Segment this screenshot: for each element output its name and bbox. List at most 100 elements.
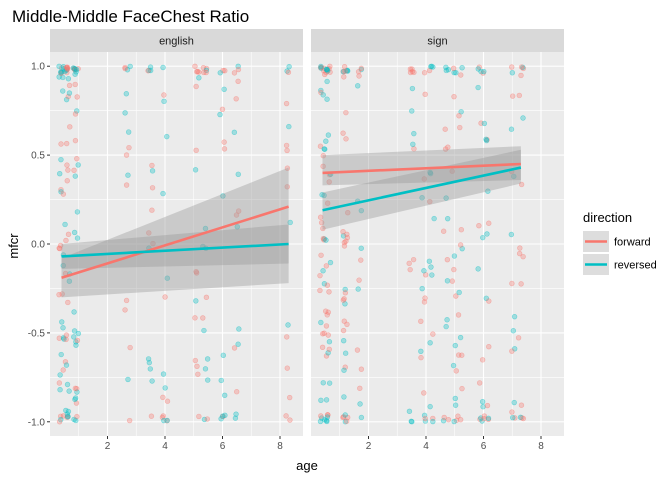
point-forward <box>285 69 292 76</box>
point-reversed <box>443 67 450 74</box>
point-reversed <box>342 412 348 418</box>
point-reversed <box>324 78 330 85</box>
point-forward <box>459 385 465 392</box>
point-reversed <box>451 253 458 259</box>
point-reversed <box>327 259 334 266</box>
point-reversed <box>421 412 428 419</box>
point-forward <box>509 64 515 70</box>
point-forward <box>148 413 155 419</box>
trend-line-reversed <box>61 242 289 258</box>
point-reversed <box>63 67 69 74</box>
point-reversed <box>74 209 81 215</box>
facet-panel-english: english <box>50 29 303 436</box>
point-forward <box>74 337 81 344</box>
point-reversed <box>201 327 207 334</box>
point-forward <box>430 331 436 337</box>
point-forward <box>65 167 71 173</box>
point-forward <box>193 268 199 275</box>
point-reversed <box>427 403 433 410</box>
point-reversed <box>59 319 65 325</box>
point-reversed <box>286 63 292 70</box>
point-forward <box>344 321 350 328</box>
point-forward <box>64 64 71 71</box>
point-reversed <box>479 398 486 405</box>
point-forward <box>512 415 518 421</box>
point-forward <box>418 318 424 324</box>
point-forward <box>326 179 332 185</box>
point-forward <box>56 335 63 341</box>
point-forward <box>341 296 347 302</box>
point-forward <box>458 227 465 233</box>
point-reversed <box>320 268 326 274</box>
point-reversed <box>61 336 67 342</box>
point-reversed <box>147 64 154 70</box>
point-forward <box>164 398 171 404</box>
point-forward <box>60 413 67 419</box>
point-reversed <box>509 70 516 76</box>
point-forward <box>326 65 332 72</box>
point-forward <box>160 394 166 401</box>
point-forward <box>317 64 324 71</box>
point-reversed <box>483 137 490 144</box>
point-reversed <box>485 415 492 422</box>
point-forward <box>342 68 348 75</box>
point-reversed <box>217 70 223 76</box>
point-reversed <box>322 146 328 152</box>
confidence-band-forward <box>61 167 289 298</box>
point-reversed <box>321 281 328 287</box>
point-forward <box>194 68 201 75</box>
point-reversed <box>221 86 227 92</box>
point-forward <box>320 163 326 170</box>
point-reversed <box>443 64 449 71</box>
point-forward <box>327 69 333 75</box>
point-forward <box>421 176 427 182</box>
point-forward <box>64 66 71 72</box>
point-forward <box>160 413 166 419</box>
point-forward <box>323 69 329 76</box>
point-forward <box>64 66 71 72</box>
point-forward <box>233 212 240 218</box>
point-forward <box>318 413 324 419</box>
point-forward <box>421 390 427 396</box>
point-forward <box>516 92 523 99</box>
point-reversed <box>73 342 79 348</box>
point-reversed <box>125 376 131 383</box>
point-reversed <box>149 168 156 174</box>
point-forward <box>341 74 347 80</box>
point-reversed <box>62 68 68 75</box>
point-reversed <box>74 108 80 114</box>
point-forward <box>287 417 293 423</box>
point-forward <box>442 126 448 132</box>
point-reversed <box>60 74 66 81</box>
point-forward <box>422 272 429 278</box>
point-forward <box>486 220 492 226</box>
point-reversed <box>340 69 347 75</box>
x-axis-ticks: 2 4 6 8 2 4 6 8 <box>105 436 544 452</box>
point-forward <box>357 385 363 392</box>
point-forward <box>340 414 347 420</box>
point-forward <box>409 66 415 72</box>
point-forward <box>75 66 81 72</box>
point-forward <box>455 312 462 318</box>
point-forward <box>444 257 451 263</box>
point-forward <box>326 346 332 353</box>
facet-panel-sign: sign <box>311 29 564 436</box>
point-reversed <box>428 63 435 69</box>
point-reversed <box>321 146 327 152</box>
point-reversed <box>326 339 333 345</box>
point-reversed <box>321 192 327 199</box>
point-forward <box>235 208 242 214</box>
point-reversed <box>450 362 457 369</box>
point-reversed <box>57 387 63 393</box>
point-forward <box>194 363 200 370</box>
point-reversed <box>66 278 73 284</box>
point-reversed <box>320 380 326 386</box>
point-reversed <box>56 74 62 80</box>
point-reversed <box>427 169 433 176</box>
point-reversed <box>71 229 78 236</box>
point-forward <box>422 415 428 422</box>
point-forward <box>220 67 226 74</box>
point-reversed <box>325 350 331 356</box>
point-forward <box>145 68 151 74</box>
